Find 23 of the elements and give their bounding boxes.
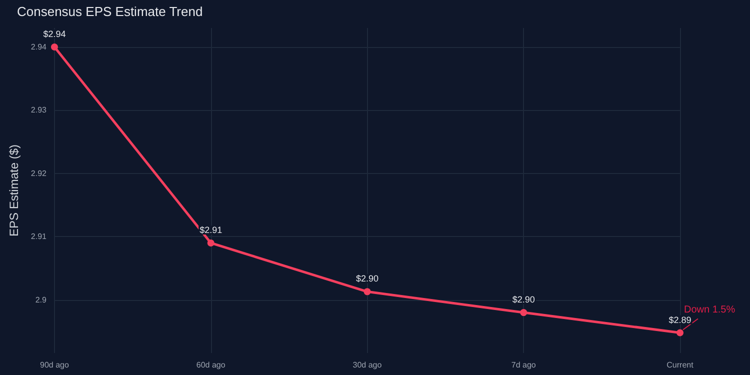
point [520,309,528,316]
y-tick-label: 2.92 [30,168,48,178]
y-tick-label: 2.93 [30,106,48,115]
y-tick-label: 2.9 [35,295,48,304]
x-tick-label: 90d ago [40,360,70,370]
point [207,239,214,246]
x-tick-label: 7d ago [511,360,536,370]
x-tick-label: 30d ago [352,360,382,370]
data-label: $2.90 [356,274,378,284]
data-label: $2.89 [668,314,692,325]
x-tick-label: Current [666,360,694,370]
y-tick-label: 2.94 [30,42,48,52]
point [50,43,58,50]
point [364,288,371,296]
chart-title: Consensus EPS Estimate Trend [17,4,203,19]
x-tick-label: 60d ago [196,360,226,370]
data-label: $2.91 [200,224,222,235]
y-axis-title: EPS Estimate ($) [7,144,21,237]
point [676,329,684,336]
y-tick-label: 2.91 [30,232,48,242]
annotation: Down 1.5% [684,304,736,316]
data-label: $2.94 [43,28,66,39]
data-label: $2.90 [512,294,535,305]
